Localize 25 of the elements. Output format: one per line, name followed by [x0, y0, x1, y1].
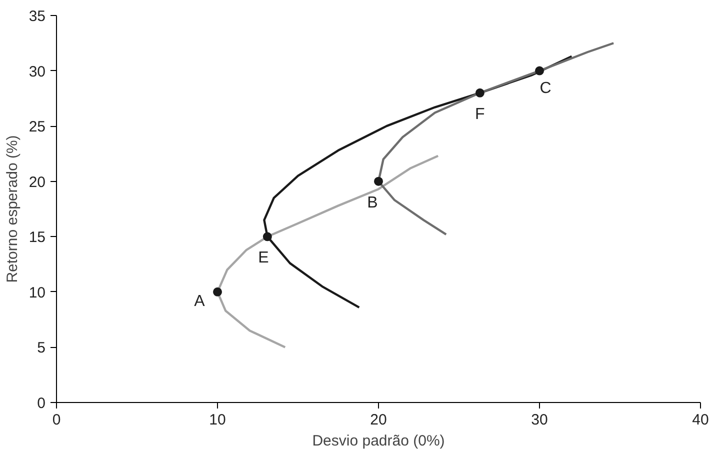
y-tick-label: 35: [28, 8, 46, 25]
point: [374, 176, 383, 186]
annotation: F: [475, 106, 486, 123]
y-tick-label: 30: [28, 63, 46, 80]
annotation: C: [540, 80, 552, 97]
y-tick-label: 10: [28, 284, 46, 302]
y-tick-label: 15: [28, 229, 46, 246]
x-tick-label: 40: [692, 412, 709, 428]
point: [535, 66, 544, 76]
annotation: A: [194, 292, 206, 310]
point: [262, 232, 272, 242]
point: [213, 287, 222, 296]
x-tick-label: 20: [370, 412, 387, 428]
y-tick-label: 25: [28, 118, 46, 136]
point: [475, 88, 484, 98]
annotation: E: [258, 250, 269, 267]
y-tick-label: 5: [37, 340, 46, 357]
y-tick-label: 20: [28, 174, 46, 191]
y-axis-title: Retorno esperado (%): [4, 135, 21, 283]
x-tick-label: 10: [209, 412, 226, 428]
y-tick-label: 0: [37, 395, 46, 412]
x-tick-label: 30: [531, 412, 548, 428]
x-tick-label: 0: [52, 412, 61, 428]
x-axis-title: Desvio padrão (0%): [312, 432, 445, 450]
annotation: B: [367, 194, 378, 212]
